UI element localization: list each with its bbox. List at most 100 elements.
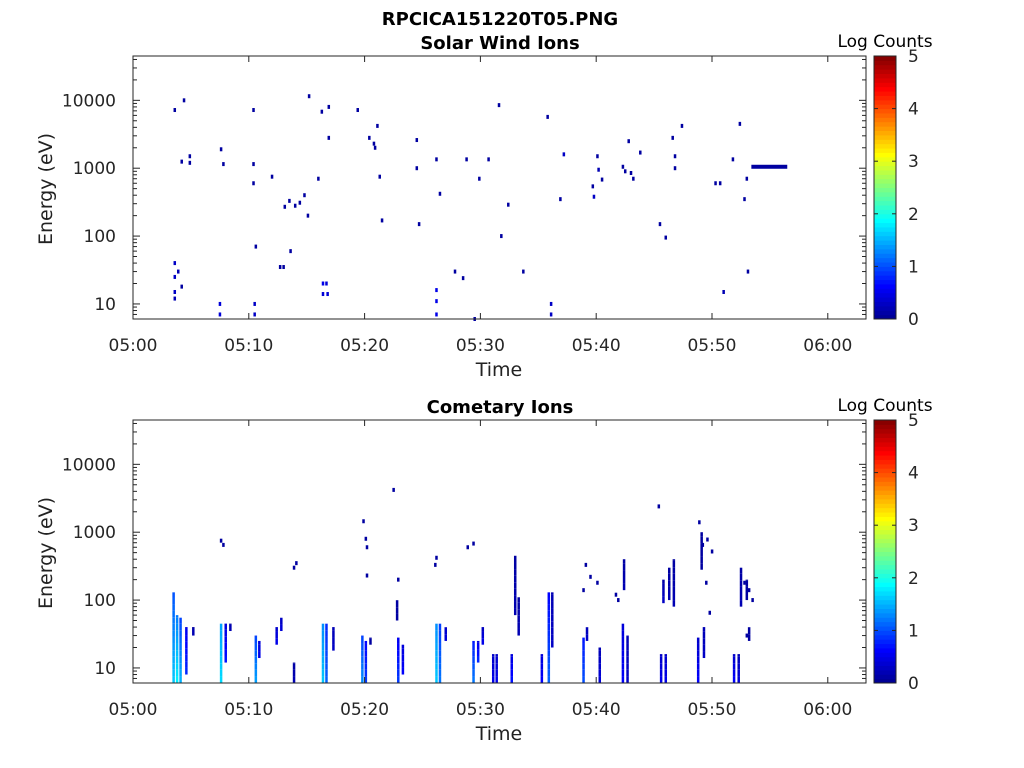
data-cell — [487, 157, 490, 162]
data-cell — [621, 663, 625, 670]
colorbar-swatch — [874, 586, 896, 592]
data-cell — [275, 638, 278, 645]
data-cell — [253, 301, 256, 306]
data-cell — [559, 197, 562, 202]
data-cell — [435, 676, 438, 683]
data-cell — [254, 643, 258, 651]
data-cell — [175, 643, 179, 651]
data-cell — [673, 154, 677, 159]
colorbar-swatch — [874, 599, 896, 605]
data-cell — [562, 152, 566, 157]
data-cell — [364, 669, 368, 677]
colorbar-swatch — [874, 569, 896, 574]
y-tick-label: 1000 — [73, 523, 116, 543]
data-cell — [292, 676, 296, 683]
data-cell — [397, 669, 400, 677]
data-cell — [224, 623, 227, 630]
data-cell — [598, 676, 602, 683]
colorbar-swatch — [874, 490, 896, 496]
data-cell — [175, 636, 179, 644]
data-cell — [513, 608, 517, 616]
data-cell — [517, 628, 520, 636]
data-cell — [397, 650, 400, 657]
data-cell — [582, 663, 585, 670]
data-cell — [321, 630, 325, 637]
data-cell — [173, 108, 177, 113]
colorbar-swatch — [874, 547, 896, 552]
data-cell — [258, 640, 261, 645]
data-cell — [664, 656, 668, 664]
data-cell — [743, 197, 746, 202]
data-cell — [219, 630, 223, 637]
data-cell — [551, 608, 554, 615]
colorbar-swatch — [874, 582, 896, 588]
data-cell — [254, 676, 258, 683]
colorbar-swatch — [874, 498, 896, 504]
data-cell — [321, 281, 325, 286]
y-tick-label: 100 — [84, 227, 116, 247]
colorbar-swatch — [874, 652, 896, 658]
data-cell — [321, 636, 325, 644]
data-cell — [718, 181, 722, 186]
data-cell — [671, 135, 674, 140]
data-cell — [369, 638, 372, 645]
data-cell — [175, 676, 179, 683]
colorbar-swatch — [874, 314, 896, 320]
colorbar-swatch — [874, 656, 896, 662]
data-cell — [179, 617, 182, 624]
data-cell — [172, 650, 175, 657]
data-cell — [513, 582, 517, 589]
data-cell — [517, 602, 520, 610]
colorbar-tick-label: 2 — [908, 205, 919, 225]
data-cell — [495, 669, 498, 677]
data-cell — [621, 643, 625, 651]
data-cell — [321, 643, 325, 651]
colorbar-swatch — [874, 117, 896, 123]
colorbar-swatch — [874, 476, 896, 482]
data-cell — [292, 669, 296, 677]
data-cell — [491, 654, 495, 657]
data-cell — [745, 633, 749, 638]
y-tick-label: 10000 — [62, 91, 116, 111]
data-cell — [373, 145, 377, 150]
data-cell — [444, 627, 447, 628]
data-cell — [435, 312, 438, 317]
x-tick-label: 05:10 — [224, 336, 273, 356]
data-cell — [224, 642, 227, 650]
y-tick-label: 100 — [84, 591, 116, 611]
data-cell — [710, 549, 714, 554]
data-cell — [332, 630, 335, 638]
data-cell — [491, 676, 495, 683]
data-cell — [517, 609, 520, 616]
data-cell — [401, 644, 405, 649]
data-cell — [551, 601, 554, 609]
colorbar-swatch — [874, 520, 896, 526]
data-cell — [317, 176, 320, 181]
data-cell — [491, 656, 495, 664]
data-cell — [596, 580, 599, 585]
data-cell — [547, 643, 551, 651]
data-cell — [364, 656, 368, 664]
data-cell — [598, 669, 602, 677]
data-cell — [739, 593, 743, 601]
data-cell — [229, 623, 232, 625]
data-cell — [495, 676, 498, 683]
data-cell — [495, 656, 498, 664]
x-tick-label: 05:30 — [456, 336, 505, 356]
data-cell — [622, 559, 626, 564]
data-cell — [626, 636, 629, 644]
data-cell — [700, 532, 703, 537]
data-cell — [307, 94, 311, 99]
colorbar-swatch — [874, 139, 896, 145]
data-cell — [364, 643, 368, 651]
data-cell — [547, 669, 551, 677]
plot-area — [133, 420, 866, 683]
colorbar-swatch — [874, 503, 896, 509]
colorbar-swatch — [874, 577, 896, 583]
data-cell — [179, 643, 182, 651]
data-cell — [696, 637, 700, 644]
colorbar-swatch — [874, 99, 896, 105]
data-cell — [361, 663, 364, 670]
colorbar-swatch — [874, 639, 896, 645]
data-cell — [219, 538, 223, 543]
